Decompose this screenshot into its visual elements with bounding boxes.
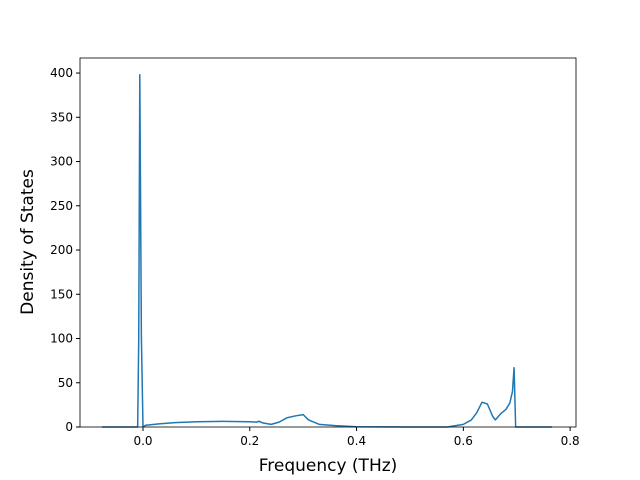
- x-tick-label: 0.8: [561, 434, 580, 448]
- y-tick-label: 300: [50, 155, 73, 169]
- x-tick-label: 0.6: [454, 434, 473, 448]
- y-tick-label: 200: [50, 243, 73, 257]
- y-axis-label: Density of States: [18, 169, 38, 315]
- x-tick-label: 0.4: [347, 434, 366, 448]
- x-tick-label: 0.0: [133, 434, 152, 448]
- data-line: [101, 74, 552, 428]
- y-tick-label: 250: [50, 199, 73, 213]
- y-tick-label: 400: [50, 66, 73, 80]
- plot-frame: [79, 57, 577, 428]
- y-tick-label: 100: [50, 332, 73, 346]
- y-tick-label: 50: [58, 376, 73, 390]
- y-tick-label: 350: [50, 110, 73, 124]
- y-tick-label: 0: [65, 420, 73, 434]
- x-tick-label: 0.2: [240, 434, 259, 448]
- x-axis-label: Frequency (THz): [259, 456, 398, 476]
- y-tick-label: 150: [50, 287, 73, 301]
